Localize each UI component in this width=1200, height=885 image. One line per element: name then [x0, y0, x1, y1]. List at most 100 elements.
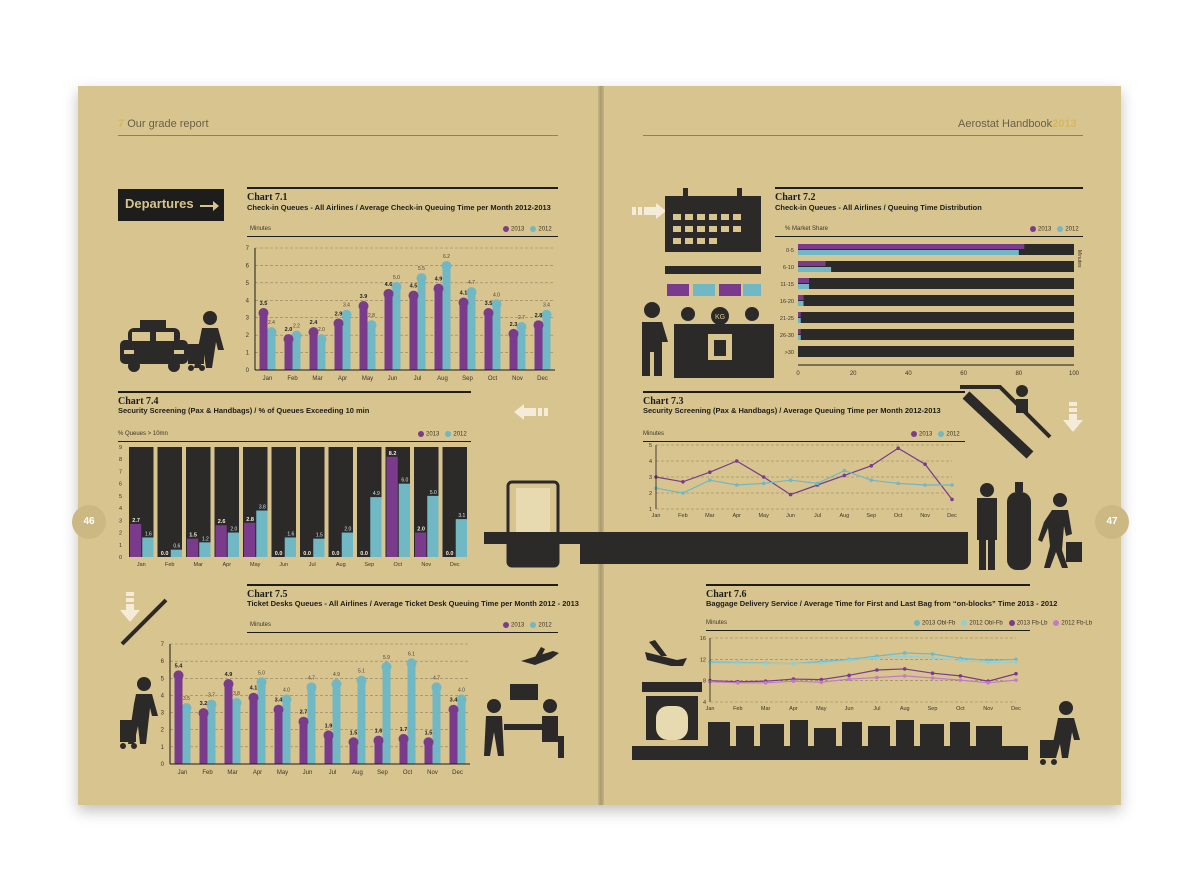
data-label: 1.5: [189, 533, 197, 539]
data-point-2012 Obl-Fb: [1014, 660, 1018, 664]
conveyor-belt-icon: [484, 480, 968, 568]
x-tick-label: Jan: [137, 562, 146, 568]
bar-head-2013: [333, 318, 344, 329]
data-label: 2.7: [518, 315, 525, 321]
y-tick-label: 7: [119, 469, 122, 475]
chart73-title: Chart 7.3: [643, 396, 684, 407]
bar-2012: [284, 537, 296, 557]
x-tick-label: Aug: [336, 562, 346, 568]
traveller-icon: [1038, 493, 1082, 568]
legend-dot-2012-fblb: [1053, 620, 1060, 626]
bar-2013: [798, 295, 804, 300]
y-tick-label: 26-30: [780, 333, 794, 339]
legend-label: 2013: [511, 622, 525, 629]
y-tick-label: 5: [246, 281, 250, 287]
baggage-carousel-icon: [632, 682, 1028, 760]
bar-head-2012: [516, 321, 527, 332]
bar-head-2013: [173, 670, 184, 681]
data-label: 3.8: [233, 691, 240, 697]
x-tick-label: Nov: [512, 376, 523, 382]
x-tick-label: Nov: [427, 770, 438, 776]
chart73-legend: 2013 2012: [905, 431, 960, 438]
chart74-rule: [118, 391, 471, 393]
data-label: 3.5: [183, 696, 190, 702]
chart71-legend-rule: [247, 236, 558, 237]
y-tick-label: 3: [246, 316, 250, 322]
bar-2013: [386, 456, 398, 557]
x-tick-label: Sep: [364, 562, 374, 568]
data-label: 4.6: [385, 282, 393, 288]
series-line-2013 Fb-Lb: [709, 668, 1017, 683]
bar-head-2013: [223, 679, 234, 689]
bar-head-2013: [198, 708, 209, 719]
series-line-2012 Obl-Fb: [710, 655, 1017, 665]
bar-head-2013: [283, 334, 294, 345]
data-label: 6.2: [443, 254, 450, 260]
bar-2013: [299, 721, 308, 764]
x-tick-label: Sep: [462, 376, 473, 382]
bar-2012: [432, 687, 441, 764]
legend-label: 2012: [538, 226, 552, 233]
data-point-2012 Fb-Lb: [763, 681, 768, 685]
x-tick-label: Jan: [706, 706, 715, 712]
y-tick-label: 0: [119, 555, 122, 561]
x-tick-label: Oct: [403, 770, 413, 776]
data-point-2012: [923, 483, 927, 487]
bar-head-2012: [381, 661, 392, 672]
chart71-title: Chart 7.1: [247, 192, 288, 203]
data-point-2012 Obl-Fb: [930, 655, 935, 660]
data-label: 4.0: [458, 687, 465, 693]
bar-head-2012: [491, 299, 502, 310]
y-tick-label: 3: [161, 711, 165, 717]
x-tick-label: 40: [905, 371, 912, 377]
bar-2013: [374, 740, 383, 764]
bar-2012: [382, 666, 391, 764]
y-tick-label: 0-5: [786, 248, 794, 254]
data-label: 4.0: [283, 687, 290, 693]
bar-2013: [349, 742, 358, 764]
bar-2012: [341, 532, 353, 557]
chart74-svg: 0 1 2 3 4 5 6 7 8 9 2.7 1.6 Jan 0.0 0.6 Feb 1.5 1.2 Mar 2.6…: [119, 445, 467, 568]
y-tick-label: 2: [161, 728, 165, 734]
data-label: 5.0: [258, 670, 265, 676]
bar-2012: [142, 537, 154, 557]
chart75-svg: 0 1 2 3 4 5 6 7 Jan 3.5 5.4 Feb 3.73.2 Mar 3.8 4.9 Apr 5.…: [161, 642, 470, 776]
chart75-subtitle: Ticket Desks Queues - All Airlines / Ave…: [247, 599, 579, 608]
data-point-2013: [950, 497, 954, 502]
chart75-legend: 2013 2012: [497, 622, 552, 629]
chart72-legend-rule: [775, 236, 1083, 237]
data-point-2012 Obl-Fb: [958, 658, 963, 663]
legend-label: 2012: [538, 622, 552, 629]
bar-2012: [332, 684, 341, 764]
data-point-2012 Fb-Lb: [958, 678, 963, 682]
data-point-2012 Fb-Lb: [847, 677, 851, 681]
data-label: 4.9: [225, 672, 233, 678]
data-point-2012 Obl-Fb: [763, 661, 768, 666]
x-tick-label: May: [816, 706, 827, 712]
escalator-icon: [120, 598, 168, 646]
chart74-title: Chart 7.4: [118, 396, 159, 407]
data-point-2012: [761, 481, 766, 486]
data-point-2012 Obl-Fb: [736, 661, 740, 665]
y-tick-label: 1: [649, 507, 652, 513]
data-point-2013: [842, 473, 847, 478]
column-track: [157, 447, 182, 557]
data-label: 0.0: [161, 551, 169, 557]
x-tick-label: 20: [850, 371, 857, 377]
data-point-2013 Obl-Fb: [902, 651, 907, 655]
bar-2012: [170, 549, 182, 557]
bar-head-2012: [441, 260, 452, 271]
data-label: 1.5: [350, 730, 358, 736]
x-tick-label: Jun: [786, 513, 795, 519]
bar-track: [798, 261, 1074, 272]
bar-2013: [324, 735, 333, 764]
legend-dot-2012: [1057, 226, 1064, 232]
bar-2012: [455, 519, 467, 557]
bar-head-2012: [181, 703, 192, 713]
bar-track: [798, 244, 1074, 255]
data-point-2012 Fb-Lb: [791, 679, 796, 683]
data-label: 3.1: [458, 513, 465, 519]
chart76-legend-rule: [706, 630, 1030, 631]
data-label: 3.8: [259, 505, 266, 511]
data-label: 3.4: [275, 698, 284, 704]
